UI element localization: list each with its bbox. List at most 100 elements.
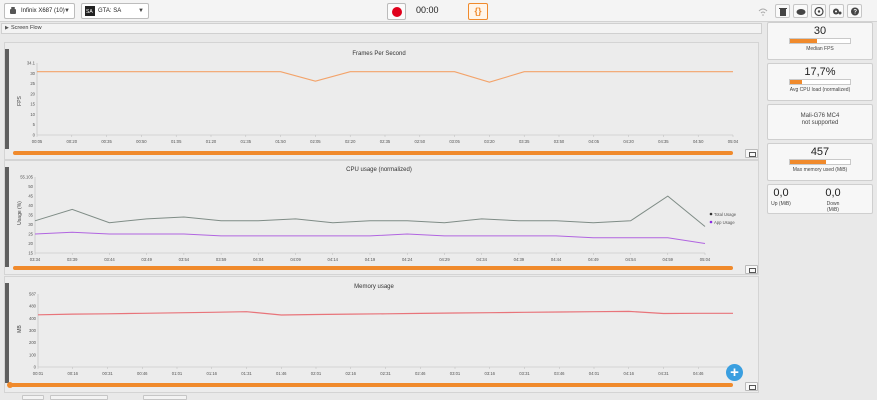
record-button[interactable]	[387, 3, 406, 20]
y-tick-label: 40	[28, 203, 33, 208]
x-tick-label: 05:04	[728, 139, 739, 144]
panel-drag-handle[interactable]	[5, 49, 9, 149]
cpu-detach-button[interactable]	[745, 265, 758, 274]
y-tick-label: 100	[29, 352, 37, 357]
y-tick-label: 30	[28, 222, 33, 227]
android-icon	[10, 7, 16, 14]
gpu-name: Mali-G76 MC4	[800, 113, 840, 119]
up-value: 0,0	[773, 187, 789, 199]
x-tick-label: 03:16	[485, 371, 496, 376]
chevron-down-icon: ▼	[64, 8, 70, 14]
fps-stat-bar-fill	[790, 39, 817, 43]
y-tick-label: 200	[29, 340, 37, 345]
memory-panel: Memory usage MB 587 480 400 300 200 100 0 00:0…	[4, 276, 759, 393]
memory-chart: Memory usage MB 587 480 400 300 200 100 0 00:0…	[17, 284, 739, 376]
x-tick-label: 04:34	[476, 257, 487, 262]
x-tick-label: 03:44	[104, 257, 115, 262]
x-tick-label: 04:35	[658, 139, 669, 144]
y-tick-label: 50	[28, 184, 33, 189]
screen-flow-header[interactable]: ▶ Screen Flow	[1, 23, 762, 34]
memory-y-label: MB	[17, 325, 23, 333]
help-button[interactable]: ?	[847, 4, 862, 18]
x-tick-label: 03:34	[30, 257, 41, 262]
x-tick-label: 00:46	[137, 371, 148, 376]
bottom-control-1[interactable]	[22, 395, 44, 400]
median-fps-label: Median FPS	[806, 46, 834, 52]
x-tick-label: 04:46	[693, 371, 704, 376]
avg-cpu-value: 17,7%	[804, 66, 836, 78]
y-tick-label: 300	[29, 328, 37, 333]
x-tick-label: 05:04	[700, 257, 711, 262]
fps-range-slider[interactable]	[13, 151, 733, 155]
svg-text:SA: SA	[86, 9, 93, 15]
cpu-chart-title: CPU usage (normalized)	[346, 167, 412, 173]
y-tick-label: 15	[30, 102, 35, 107]
memory-range-slider[interactable]	[9, 383, 733, 387]
y-tick-label: 5	[33, 122, 36, 127]
app-icon: SA	[85, 6, 95, 16]
fps-chart: Frames Per Second FPS 34.1 30 25 20 15 10 5 0 0…	[17, 51, 739, 144]
add-chart-button[interactable]: +	[726, 364, 743, 381]
x-tick-label: 04:19	[365, 257, 376, 262]
x-tick-label: 03:59	[216, 257, 227, 262]
y-tick-label: 10	[30, 112, 35, 117]
network-stat-card: 0,0 Up (MiB) 0,0 Down (MiB)	[767, 184, 873, 214]
x-tick-label: 00:16	[68, 371, 79, 376]
x-tick-label: 01:46	[276, 371, 287, 376]
bottom-control-2[interactable]	[50, 395, 108, 400]
cpu-y-label: Usage (%)	[17, 201, 23, 225]
wifi-icon	[758, 8, 768, 16]
y-tick-label: 587	[29, 292, 37, 297]
cpu-chart: CPU usage (normalized) Usage (%) 55.105 5…	[17, 167, 737, 262]
json-button[interactable]: {}	[468, 3, 488, 20]
y-tick-label: 400	[29, 316, 37, 321]
fps-detach-button[interactable]	[745, 149, 758, 158]
expand-arrow-icon: ▶	[5, 25, 9, 31]
x-tick-label: 03:46	[554, 371, 565, 376]
y-tick-label: 480	[29, 304, 37, 309]
legend-app-label: App Usage	[714, 220, 735, 225]
memory-slider-handle[interactable]	[7, 382, 13, 388]
down-value: 0,0	[825, 187, 841, 199]
x-tick-label: 02:16	[346, 371, 357, 376]
x-tick-label: 01:50	[275, 139, 286, 144]
x-tick-label: 02:01	[311, 371, 322, 376]
svg-text:?: ?	[853, 10, 857, 16]
cpu-total-series-line	[34, 195, 706, 227]
delete-button[interactable]	[775, 4, 790, 18]
legend-total-label: Total Usage	[714, 212, 737, 217]
y-tick-label: 35	[28, 213, 33, 218]
x-tick-label: 04:24	[402, 257, 413, 262]
memory-detach-button[interactable]	[745, 382, 758, 391]
x-tick-label: 03:31	[519, 371, 530, 376]
wifi-button[interactable]	[755, 4, 770, 18]
y-tick-label: 30	[30, 71, 35, 76]
x-tick-label: 03:49	[141, 257, 152, 262]
cpu-stat-bar-fill	[790, 80, 802, 84]
cpu-range-slider[interactable]	[13, 266, 733, 270]
panel-drag-handle[interactable]	[5, 283, 9, 383]
y-tick-label: 20	[28, 241, 33, 246]
info-button[interactable]	[811, 4, 826, 18]
x-tick-label: 04:31	[658, 371, 669, 376]
memory-stat-card: 457 Max memory used (MiB)	[767, 143, 873, 181]
gear-icon	[833, 8, 842, 15]
bottom-control-3[interactable]	[143, 395, 187, 400]
cloud-button[interactable]	[793, 4, 808, 18]
settings-button[interactable]	[829, 4, 844, 18]
x-tick-label: 04:39	[514, 257, 525, 262]
info-icon	[814, 7, 824, 16]
x-tick-label: 02:35	[380, 139, 391, 144]
cpu-panel: CPU usage (normalized) Usage (%) 55.105 5…	[4, 160, 759, 275]
app-select[interactable]: SA GTA: SA ▼	[81, 3, 149, 19]
fps-chart-title: Frames Per Second	[352, 51, 405, 57]
chevron-down-icon: ▼	[138, 8, 144, 14]
x-tick-label: 04:14	[328, 257, 339, 262]
device-select[interactable]: Infinix X687 (10) ▼	[4, 3, 75, 19]
avg-cpu-label: Avg CPU load (normalized)	[789, 87, 851, 93]
x-tick-label: 04:01	[589, 371, 600, 376]
memory-chart-title: Memory usage	[354, 284, 394, 290]
cpu-stat-card: 17,7% Avg CPU load (normalized)	[767, 63, 873, 101]
fps-series-line	[37, 71, 733, 83]
panel-drag-handle[interactable]	[5, 167, 9, 267]
